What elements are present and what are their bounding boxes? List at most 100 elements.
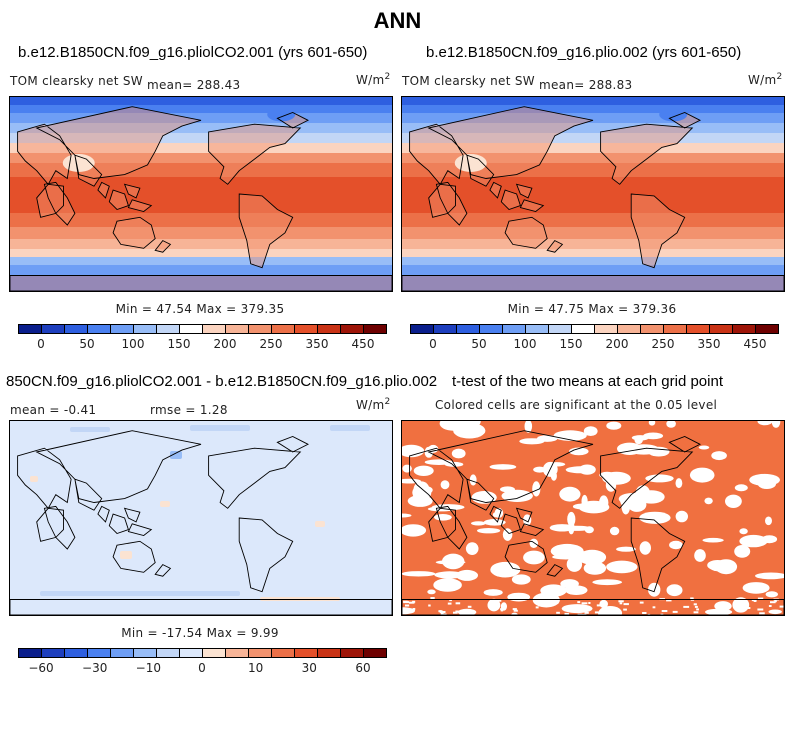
colorbar-tick-top-left-4: 200 — [213, 337, 237, 351]
diff-background — [10, 421, 392, 615]
colorbar-swatch-bottom-left-15 — [363, 648, 387, 658]
colorbar-tick-top-right-1: 50 — [471, 337, 487, 351]
ttest-south-speckle-31 — [556, 611, 560, 614]
ttest-south-speckle-34 — [581, 614, 587, 615]
sw-band-top-right-4 — [402, 133, 784, 143]
colorbar-swatch-top-left-0 — [18, 324, 42, 334]
diff-patch-1 — [190, 425, 250, 431]
colorbar-swatch-bottom-left-7 — [179, 648, 203, 658]
ttest-nonsig-cell-57 — [524, 421, 533, 433]
ttest-south-speckle-77 — [430, 597, 435, 600]
ttest-south-speckle-9 — [403, 601, 410, 604]
colorbar-tick-top-right-5: 250 — [651, 337, 675, 351]
ttest-south-speckle-62 — [412, 608, 416, 610]
colorbar-swatch-top-left-11 — [271, 324, 295, 334]
map-top-left — [9, 96, 393, 292]
ttest-nonsig-cell-35 — [566, 556, 583, 572]
diff-patch-5 — [120, 551, 132, 559]
sw-band-top-right-8 — [402, 177, 784, 213]
ttest-south-speckle-33 — [467, 605, 472, 608]
colorbar-swatch-top-left-1 — [41, 324, 65, 334]
ttest-nonsig-cell-133 — [533, 466, 546, 473]
ttest-nonsig-cell-37 — [427, 589, 436, 595]
diff-patch-4 — [315, 521, 325, 527]
ttest-nonsig-cell-144 — [540, 584, 567, 597]
map-bottom-right — [401, 420, 785, 616]
colorbar-swatch-top-right-6 — [548, 324, 572, 334]
colorbar-swatch-bottom-left-11 — [271, 648, 295, 658]
ttest-nonsig-cell-70 — [609, 526, 620, 536]
ttest-south-speckle-17 — [693, 611, 699, 614]
greenland-feature-top-right — [659, 107, 688, 122]
colorbar-swatch-top-right-7 — [571, 324, 595, 334]
ttest-nonsig-cell-128 — [523, 550, 545, 565]
ttest-south-speckle-4 — [447, 602, 452, 605]
ttest-nonsig-cell-32 — [698, 445, 710, 450]
colorbar-swatch-top-left-13 — [317, 324, 341, 334]
ttest-nonsig-cell-29 — [592, 579, 622, 586]
colorbar-tick-bottom-left-5: 30 — [301, 661, 317, 675]
colorbar-swatch-top-right-14 — [732, 324, 756, 334]
ttest-nonsig-cell-122 — [583, 561, 607, 575]
ttest-south-speckle-45 — [500, 608, 503, 611]
colorbar-tick-top-left-2: 100 — [121, 337, 145, 351]
sw-band-top-right-10 — [402, 227, 784, 239]
land-shade-top-right — [402, 106, 784, 291]
ttest-nonsig-cell-124 — [645, 474, 674, 483]
ttest-nonsig-cell-98 — [434, 514, 452, 521]
ttest-nonsig-cell-116 — [511, 612, 518, 615]
ttest-nonsig-cell-95 — [734, 545, 751, 558]
colorbar-swatch-top-right-3 — [479, 324, 503, 334]
colorbar-swatch-top-right-10 — [640, 324, 664, 334]
ttest-nonsig-cell-100 — [427, 506, 455, 512]
ttest-south-speckle-44 — [491, 601, 496, 604]
panel-title-bottom-left: 850CN.f09_g16.pliolCO2.001 - b.e12.B1850… — [6, 373, 438, 390]
sw-band-top-right-5 — [402, 143, 784, 153]
ttest-south-speckle-47 — [768, 605, 772, 607]
ttest-nonsig-cell-10 — [532, 481, 541, 497]
ttest-south-speckle-55 — [535, 600, 540, 603]
ttest-south-speckle-71 — [409, 601, 415, 604]
ttest-nonsig-cell-109 — [529, 538, 539, 548]
ttest-nonsig-cell-139 — [628, 444, 660, 455]
sw-band-top-right-6 — [402, 153, 784, 163]
coastline-top-left — [10, 106, 392, 291]
map-bottom-left — [9, 420, 393, 616]
ttest-nonsig-cell-114 — [439, 421, 467, 431]
variable-label-top-left: TOM clearsky net SW — [10, 74, 143, 88]
ttest-nonsig-cell-77 — [702, 537, 724, 543]
subtitle-bottom-right: Colored cells are significant at the 0.0… — [435, 398, 718, 412]
sw-band-top-right-13 — [402, 257, 784, 265]
ttest-nonsig-cell-65 — [442, 553, 465, 570]
colorbar-tick-bottom-left-3: 0 — [198, 661, 206, 675]
colorbar-swatch-top-left-10 — [248, 324, 272, 334]
colorbar-swatch-top-left-9 — [225, 324, 249, 334]
colorbar-swatch-bottom-left-14 — [340, 648, 364, 658]
ttest-south-speckle-41 — [588, 602, 591, 604]
colorbar-swatch-bottom-left-4 — [110, 648, 134, 658]
ttest-south-speckle-63 — [500, 609, 504, 612]
colorbar-tick-top-left-1: 50 — [79, 337, 95, 351]
ttest-south-speckle-49 — [779, 605, 784, 608]
sw-band-top-left-5 — [10, 143, 392, 153]
rmse-label-bottom-left: rmse = 1.28 — [150, 403, 228, 417]
colorbar-swatch-top-left-7 — [179, 324, 203, 334]
colorbar-swatch-top-right-12 — [686, 324, 710, 334]
sw-band-top-left-11 — [10, 239, 392, 249]
sw-band-top-right-12 — [402, 249, 784, 257]
colorbar-tick-top-right-0: 0 — [429, 337, 437, 351]
colorbar-swatch-top-right-8 — [594, 324, 618, 334]
colorbar-swatch-top-left-2 — [64, 324, 88, 334]
ttest-south-speckle-69 — [564, 612, 569, 615]
colorbar-swatch-bottom-left-5 — [133, 648, 157, 658]
ttest-nonsig-cell-86 — [402, 478, 421, 484]
ttest-nonsig-cell-123 — [765, 591, 778, 598]
sw-band-top-left-13 — [10, 257, 392, 265]
ttest-nonsig-cell-119 — [402, 524, 427, 537]
ttest-nonsig-cell-26 — [402, 444, 425, 458]
colorbar-swatch-bottom-left-6 — [156, 648, 180, 658]
sw-band-top-left-7 — [10, 163, 392, 177]
ttest-nonsig-cell-41 — [639, 511, 671, 524]
colorbar-swatch-top-left-5 — [133, 324, 157, 334]
sw-band-top-left-1 — [10, 105, 392, 113]
